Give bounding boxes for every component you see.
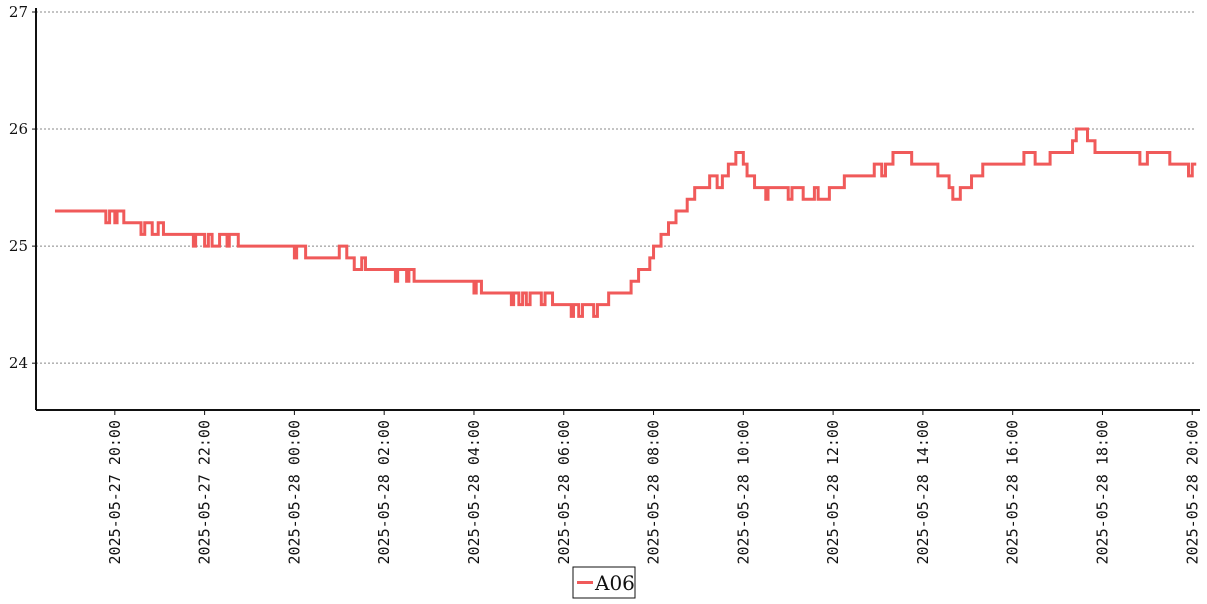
y-tick-label: 26 xyxy=(9,120,28,138)
x-tick-label: 2025-05-28 20:00 xyxy=(1183,420,1201,565)
x-tick-label: 2025-05-28 00:00 xyxy=(285,420,303,565)
x-tick-label: 2025-05-28 12:00 xyxy=(824,420,842,565)
x-tick-label: 2025-05-28 06:00 xyxy=(555,420,573,565)
x-tick-label: 2025-05-28 14:00 xyxy=(914,420,932,565)
legend: A06 xyxy=(572,566,636,599)
x-tick-label: 2025-05-27 22:00 xyxy=(196,420,214,565)
x-tick-label: 2025-05-28 18:00 xyxy=(1093,420,1111,565)
y-tick-label: 25 xyxy=(9,237,28,255)
x-tick-label: 2025-05-28 04:00 xyxy=(465,420,483,565)
grid-lines xyxy=(36,11,1196,364)
x-tick-label: 2025-05-28 08:00 xyxy=(645,420,663,565)
x-tick-label: 2025-05-28 16:00 xyxy=(1004,420,1022,565)
series-layer xyxy=(54,127,1197,318)
x-tick-labels: 2025-05-27 20:00 2025-05-27 22:00 2025-05-… xyxy=(106,410,1201,565)
series-line-a06 xyxy=(54,127,1197,318)
legend-box xyxy=(572,566,636,599)
x-tick-label: 2025-05-28 10:00 xyxy=(734,420,752,565)
legend-label-a06: A06 xyxy=(594,571,635,595)
axes xyxy=(35,8,1200,411)
x-tick-label: 2025-05-28 02:00 xyxy=(375,420,393,564)
y-tick-label: 24 xyxy=(9,354,28,372)
y-tick-label: 27 xyxy=(9,3,28,21)
x-tick-label: 2025-05-27 20:00 xyxy=(106,420,124,565)
y-tick-labels: 24 25 26 27 xyxy=(9,3,36,372)
